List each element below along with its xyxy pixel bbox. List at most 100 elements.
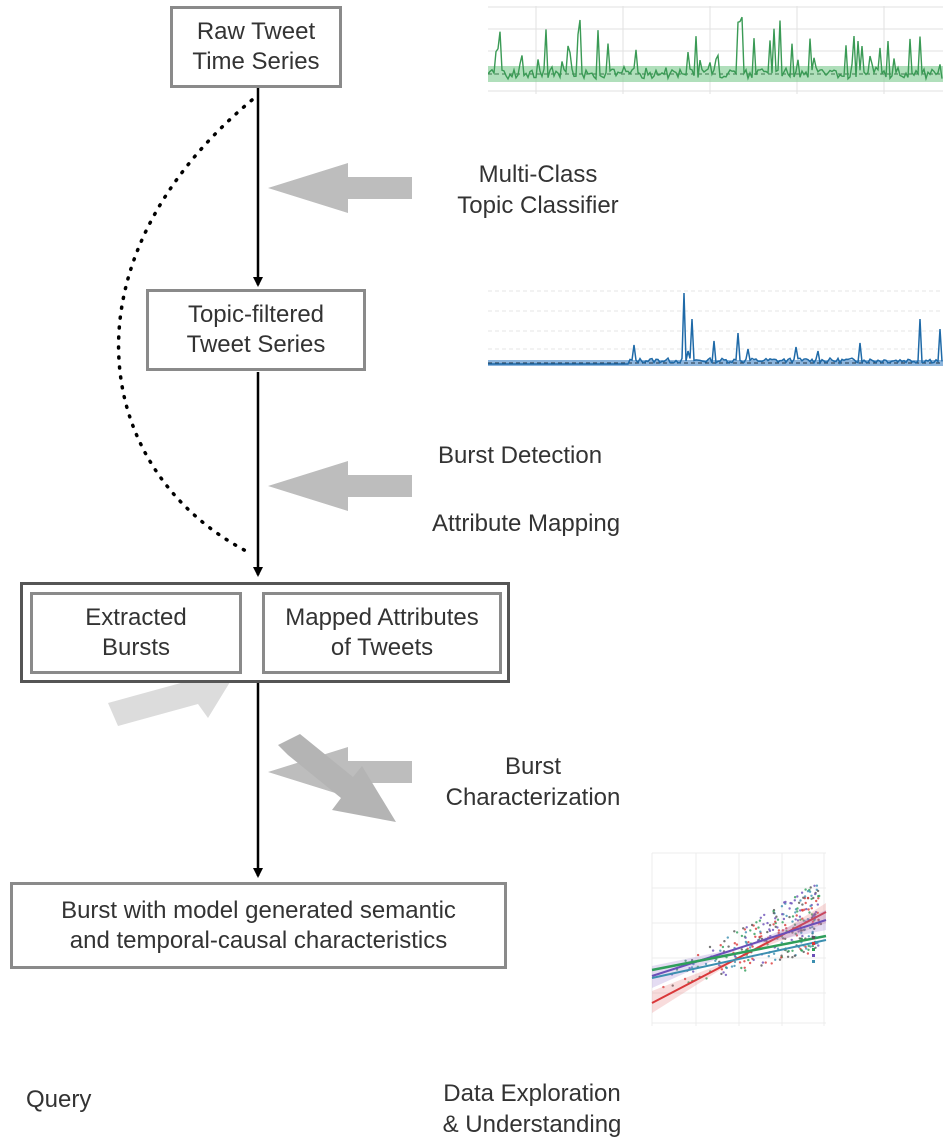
scatter-point (807, 948, 810, 951)
raw-tweet-series-box: Raw Tweet Time Series (170, 6, 342, 88)
scatter-point (819, 922, 823, 926)
scatter-point (804, 945, 807, 948)
scatter-point (708, 945, 712, 949)
scatter-point (733, 954, 737, 958)
scatter-point (733, 930, 736, 933)
scatter-point (777, 931, 780, 935)
scatter-point (742, 927, 745, 930)
detection-step-arrow (268, 461, 412, 511)
scatter-point (718, 964, 721, 967)
scatter-point (766, 930, 769, 934)
characterization-line1: Burst (504, 753, 561, 780)
scatter-point (815, 884, 819, 887)
scatter-point (795, 914, 798, 917)
scatter-point (684, 959, 687, 962)
scatter-point (806, 918, 810, 921)
dotted-bypass-arrow (117, 98, 254, 554)
scatter-point (801, 909, 804, 912)
scatter-point (811, 925, 814, 929)
scatter-point (774, 958, 777, 961)
scatter-point (774, 920, 777, 923)
scatter-point (754, 935, 757, 938)
scatter-point (799, 918, 802, 921)
topic-series-thumbnail (488, 290, 943, 366)
extracted-bursts-box: Extracted Bursts (30, 592, 242, 674)
scatter-point (809, 904, 812, 908)
mapped-attributes-box: Mapped Attributes of Tweets (262, 592, 502, 674)
scatter-point (817, 895, 820, 898)
scatter-point (735, 931, 739, 934)
scatter-point (810, 913, 814, 916)
scatter-point (781, 929, 785, 932)
scatter-point (782, 917, 786, 921)
scatter-point (725, 966, 728, 970)
scatter-legend (812, 936, 815, 963)
scatter-point (808, 890, 812, 893)
scatter-point (802, 950, 805, 954)
scatter-point (804, 901, 807, 905)
purple-fit-line (651, 919, 827, 977)
scatter-point (751, 945, 754, 948)
scatter-point (809, 886, 812, 889)
scatter-point (806, 896, 810, 900)
exploration-label: Data Exploration & Understanding (420, 1078, 644, 1140)
scatter-point (726, 936, 729, 939)
scatter-point (720, 968, 724, 971)
scatter-point (803, 928, 806, 931)
scatter-point (755, 921, 758, 924)
scatter-point (740, 934, 744, 938)
raw-tweet-series-line1: Raw Tweet (196, 18, 316, 45)
teal-fit-line (651, 939, 827, 979)
scatter-point (743, 960, 746, 963)
scatter-point (817, 918, 820, 922)
scatter-point (804, 888, 807, 891)
scatter-point (696, 953, 700, 957)
scatter-point (793, 896, 797, 899)
scatter-point (743, 966, 746, 969)
exploration-line2: & Understanding (442, 1111, 622, 1138)
scatter-point (720, 972, 723, 976)
scatter-point (733, 942, 736, 945)
scatter-point (751, 957, 754, 960)
scatter-point (787, 950, 790, 953)
scatter-point (801, 917, 804, 920)
raw-series-thumbnail (488, 6, 943, 94)
scatter-point (799, 929, 802, 932)
scatter-point (809, 945, 812, 948)
scatter-point (743, 928, 747, 931)
scatter-point (791, 956, 794, 959)
topic-series-grid (488, 290, 943, 350)
scatter-point (799, 899, 802, 902)
scatter-point (745, 926, 748, 929)
scatter-point (744, 931, 748, 934)
scatter-point (747, 958, 750, 962)
scatter-point (768, 924, 772, 927)
scatter-point (815, 899, 818, 903)
scatter-point (796, 910, 799, 913)
scatter-point (796, 895, 799, 898)
scatter-point (803, 895, 807, 898)
scatter-point (772, 911, 775, 915)
raw-series-line (488, 16, 943, 82)
scatter-point (764, 961, 767, 964)
scatter-point (730, 965, 734, 968)
scatter-point (754, 927, 758, 930)
scatter-point (806, 952, 810, 955)
red-fit-line (651, 911, 827, 1004)
scatter-point (768, 929, 772, 933)
scatter-points (662, 884, 823, 989)
scatter-point (784, 937, 787, 940)
scatter-point (811, 920, 815, 923)
scatter-point (784, 923, 787, 927)
scatter-point (758, 919, 762, 922)
scatter-point (788, 915, 791, 919)
scatter-point (745, 942, 748, 945)
characterization-step-label: Burst Characterization (425, 751, 641, 813)
scatter-point (801, 934, 804, 938)
scatter-point (776, 918, 780, 921)
scatter-point (740, 966, 743, 970)
scatter-point (795, 934, 799, 937)
scatter-point (692, 970, 695, 973)
scatter-point (816, 889, 820, 893)
scatter-point (813, 884, 816, 887)
